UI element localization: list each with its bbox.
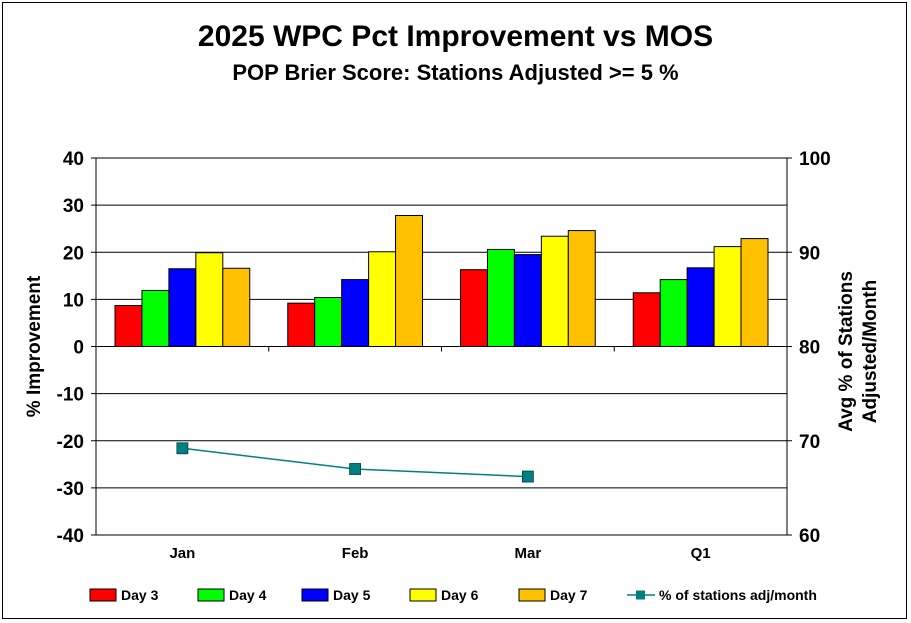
legend-swatch-day-3: [89, 588, 117, 602]
bar-day-3-jan: [114, 305, 143, 347]
y2-tick-label: 60: [799, 526, 820, 547]
y2-tick-label: 80: [799, 338, 820, 359]
bar-day-4-feb: [314, 296, 343, 347]
bar-day-7-mar: [567, 230, 596, 347]
bar-day-4-q1: [659, 279, 688, 347]
bar-day-3-q1: [632, 292, 661, 347]
legend-marker-stations: [636, 590, 645, 600]
line-marker: [349, 463, 362, 475]
legend-label-day-7: Day 7: [550, 587, 588, 603]
bar-day-5-feb: [341, 279, 370, 347]
y2-tick-label: 90: [799, 243, 820, 264]
chart-title: 2025 WPC Pct Improvement vs MOS: [197, 20, 714, 53]
legend-label-day-5: Day 5: [333, 587, 371, 603]
x-category-label: Q1: [691, 545, 711, 562]
y2-axis-title-line1: Avg % of Stations: [836, 271, 857, 432]
bar-day-7-q1: [740, 238, 769, 348]
bar-day-5-jan: [168, 268, 197, 347]
bar-day-4-jan: [141, 289, 170, 348]
y2-axis-title-line2: Adjusted/Month: [860, 280, 881, 424]
legend-label-stations: % of stations adj/month: [659, 587, 817, 603]
y2-tick-label: 100: [799, 149, 831, 170]
y-tick-label: 30: [63, 196, 84, 217]
bar-day-6-mar: [540, 235, 569, 347]
legend-label-day-4: Day 4: [229, 587, 267, 603]
legend-swatch-day-7: [518, 588, 546, 602]
y-tick-label: 40: [63, 149, 84, 170]
bar-day-6-q1: [713, 246, 742, 347]
bar-day-7-feb: [395, 214, 423, 347]
bar-day-7-jan: [222, 267, 251, 347]
y-axis-title: % Improvement: [24, 275, 45, 417]
y-tick-label: -30: [57, 479, 84, 500]
x-category-label: Feb: [342, 545, 369, 562]
line-marker: [176, 442, 189, 455]
legend-label-day-3: Day 3: [121, 587, 159, 603]
bar-day-3-feb: [287, 302, 316, 347]
y-tick-label: 20: [63, 243, 84, 264]
legend-swatch-day-4: [197, 588, 225, 602]
y2-tick-label: 70: [799, 432, 820, 453]
bar-day-3-mar: [460, 269, 488, 347]
x-category-label: Jan: [169, 545, 195, 562]
legend-swatch-day-6: [409, 588, 437, 602]
bar-day-4-mar: [486, 248, 515, 347]
bar-day-6-feb: [368, 251, 397, 347]
legend-swatch-day-5: [301, 588, 329, 602]
y-tick-label: 0: [73, 338, 84, 359]
legend-label-day-6: Day 6: [441, 587, 479, 603]
y-tick-label: 10: [63, 290, 84, 311]
x-category-label: Mar: [515, 545, 542, 562]
bar-day-6-jan: [195, 252, 224, 347]
bar-day-5-mar: [513, 254, 542, 347]
chart-subtitle: POP Brier Score: Stations Adjusted >= 5 …: [232, 60, 679, 85]
y-tick-label: -10: [57, 385, 84, 406]
bar-day-5-q1: [686, 267, 715, 347]
y-tick-label: -40: [57, 526, 84, 547]
line-marker: [521, 470, 534, 483]
y-tick-label: -20: [57, 432, 84, 453]
